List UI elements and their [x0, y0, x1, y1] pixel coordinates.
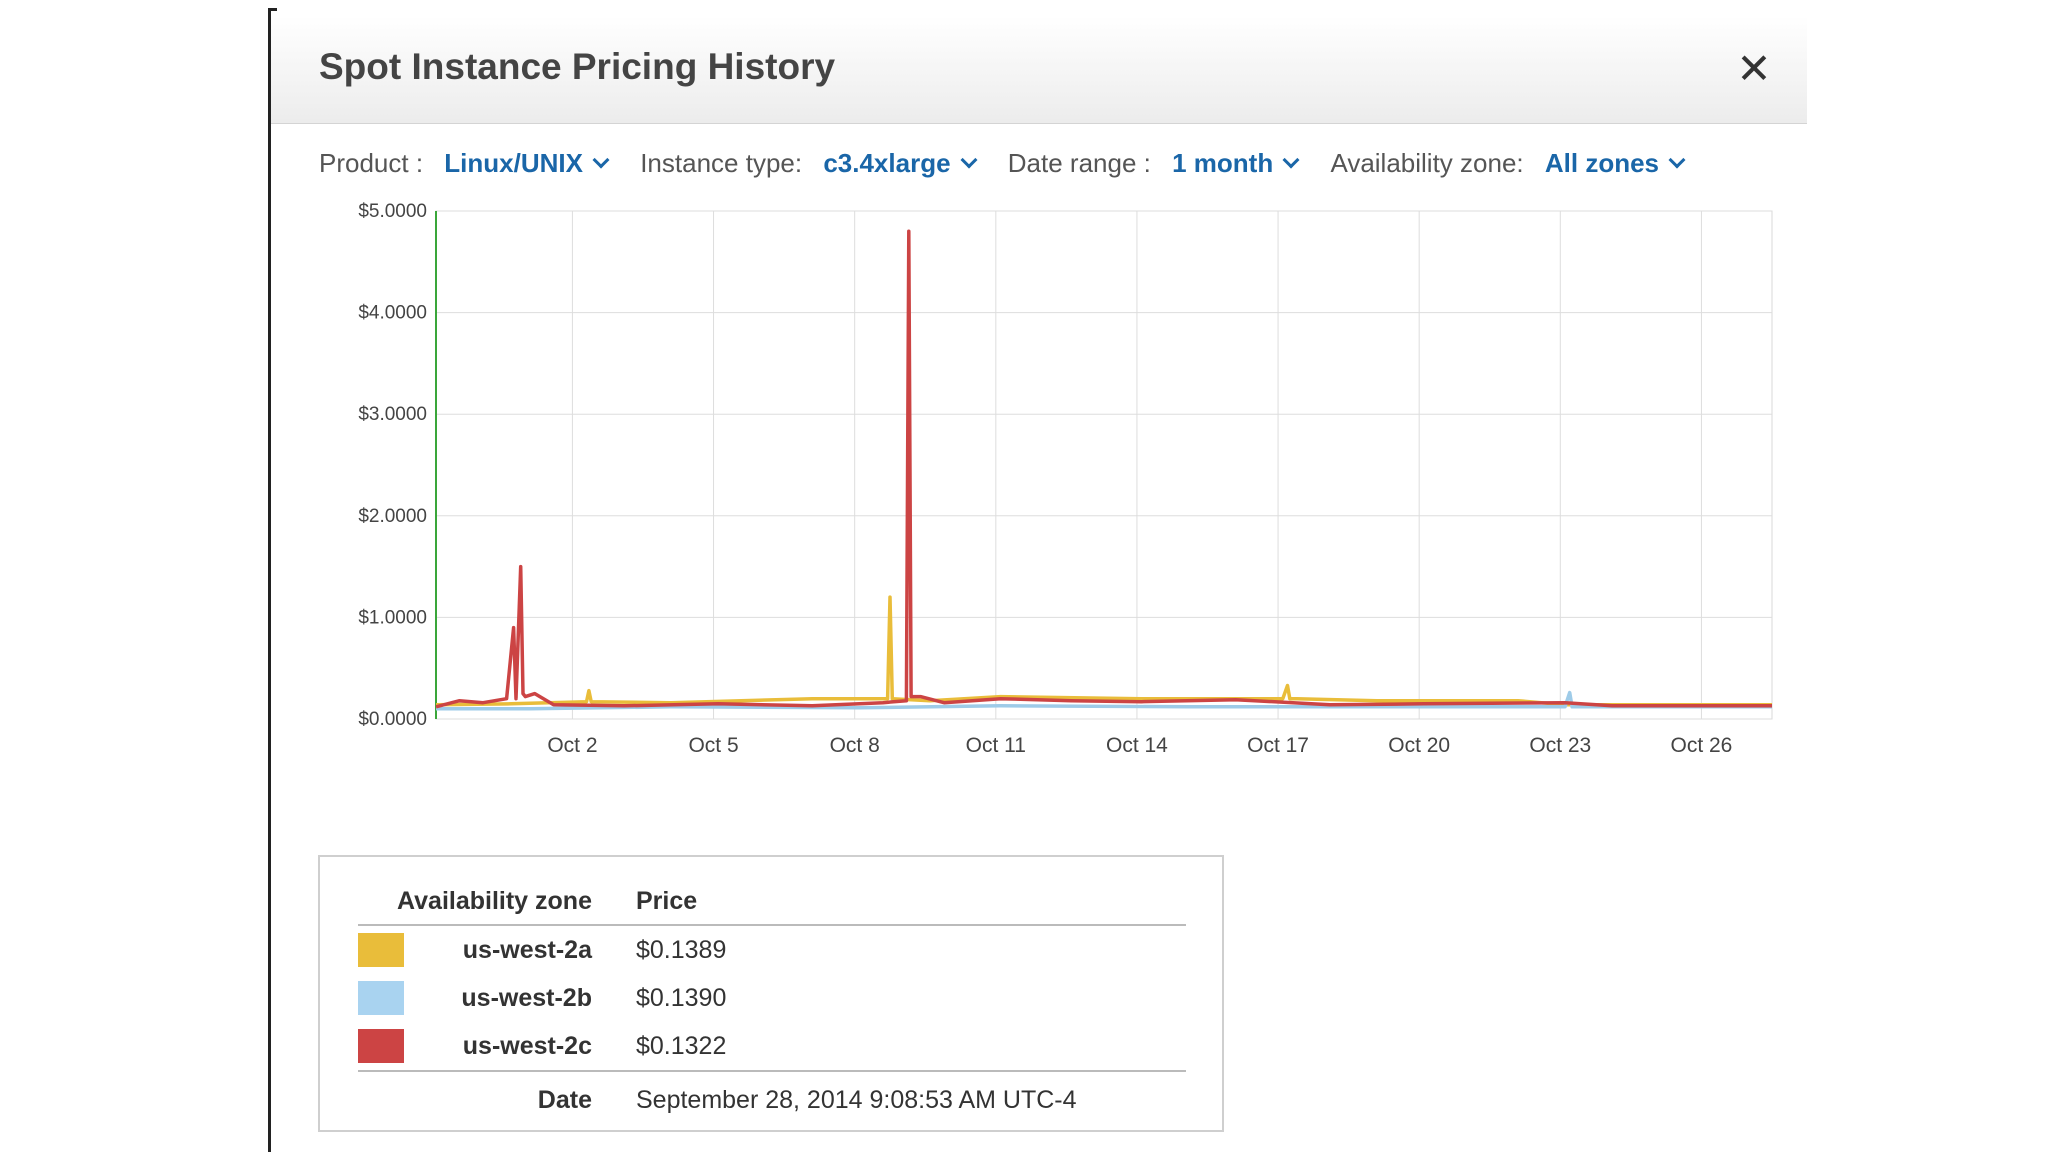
close-button[interactable]: ✕: [1731, 46, 1777, 92]
window-edge: [268, 8, 271, 1152]
legend-price: $0.1389: [635, 935, 727, 964]
instance-type-value: c3.4xlarge: [823, 148, 951, 178]
availability-zone-filter: Availability zone: All zones: [1330, 148, 1686, 179]
date-range-label: Date range :: [1007, 148, 1151, 178]
filter-bar: Product : Linux/UNIX Instance type: c3.4…: [319, 148, 1709, 188]
legend-header-price: Price: [635, 879, 1186, 926]
legend-swatch-us-west-2c: [358, 1029, 404, 1063]
y-tick-label: $2.0000: [358, 506, 427, 527]
legend-swatch-us-west-2b: [358, 981, 404, 1015]
legend-date-row: Date September 28, 2014 9:08:53 AM UTC-4: [358, 1070, 1186, 1124]
legend-zone: us-west-2c: [462, 1031, 592, 1060]
y-tick-label: $4.0000: [358, 303, 427, 324]
product-label: Product :: [319, 148, 424, 178]
date-range-value: 1 month: [1172, 148, 1274, 178]
instance-type-filter: Instance type: c3.4xlarge: [640, 148, 978, 179]
plot-area: [435, 210, 1773, 720]
legend-zone: us-west-2b: [461, 983, 592, 1012]
availability-zone-dropdown[interactable]: All zones: [1544, 148, 1686, 178]
series-line-us-west-2a: [435, 595, 1772, 707]
legend-table: Availability zone Price us-west-2a $0.13…: [358, 879, 1186, 1124]
date-range-filter: Date range : 1 month: [1007, 148, 1300, 179]
dialog-header: Spot Instance Pricing History ✕: [271, 16, 1807, 124]
x-tick-label: Oct 26: [1670, 734, 1732, 757]
availability-zone-value: All zones: [1544, 148, 1660, 178]
close-icon: ✕: [1736, 44, 1772, 93]
legend-header-row: Availability zone Price: [358, 879, 1186, 926]
x-tick-label: Oct 14: [1106, 734, 1168, 757]
legend-row: us-west-2b $0.1390: [358, 974, 1186, 1022]
legend-header-zone: Availability zone: [358, 879, 636, 926]
legend-swatch-us-west-2a: [358, 933, 404, 967]
x-tick-label: Oct 23: [1529, 734, 1591, 757]
availability-zone-label: Availability zone:: [1330, 148, 1524, 178]
x-tick-label: Oct 5: [688, 734, 738, 757]
instance-type-dropdown[interactable]: c3.4xlarge: [823, 148, 978, 178]
legend-zone: us-west-2a: [462, 935, 592, 964]
x-tick-label: Oct 20: [1388, 734, 1450, 757]
y-tick-label: $0.0000: [358, 709, 427, 730]
legend-price: $0.1390: [635, 983, 727, 1012]
y-tick-label: $1.0000: [358, 607, 427, 628]
legend-price: $0.1322: [635, 1031, 727, 1060]
y-tick-label: $5.0000: [358, 201, 427, 222]
legend-row: us-west-2a $0.1389: [358, 925, 1186, 974]
legend-date-label: Date: [418, 1070, 636, 1124]
x-tick-label: Oct 17: [1247, 734, 1309, 757]
y-tick-label: $3.0000: [358, 404, 427, 425]
series-line-us-west-2b: [436, 690, 1772, 711]
product-value: Linux/UNIX: [444, 148, 583, 178]
dialog-title: Spot Instance Pricing History: [319, 46, 836, 87]
x-tick-label: Oct 8: [830, 734, 880, 757]
legend-date-value: September 28, 2014 9:08:53 AM UTC-4: [635, 1070, 1186, 1124]
series-line-us-west-2c: [435, 229, 1772, 709]
instance-type-label: Instance type:: [640, 148, 803, 178]
product-dropdown[interactable]: Linux/UNIX: [444, 148, 610, 178]
date-range-dropdown[interactable]: 1 month: [1172, 148, 1300, 178]
price-legend: Availability zone Price us-west-2a $0.13…: [318, 855, 1224, 1132]
legend-row: us-west-2c $0.1322: [358, 1022, 1186, 1071]
window-edge-tick: [268, 8, 277, 11]
pricing-history-dialog: Spot Instance Pricing History ✕ Product …: [271, 16, 1807, 1152]
x-tick-label: Oct 11: [966, 734, 1026, 757]
price-chart: $5.0000 $4.0000 $3.0000 $2.0000 $1.0000 $0.00…: [358, 201, 1773, 757]
product-filter: Product : Linux/UNIX: [319, 148, 610, 179]
x-tick-label: Oct 2: [547, 734, 597, 757]
